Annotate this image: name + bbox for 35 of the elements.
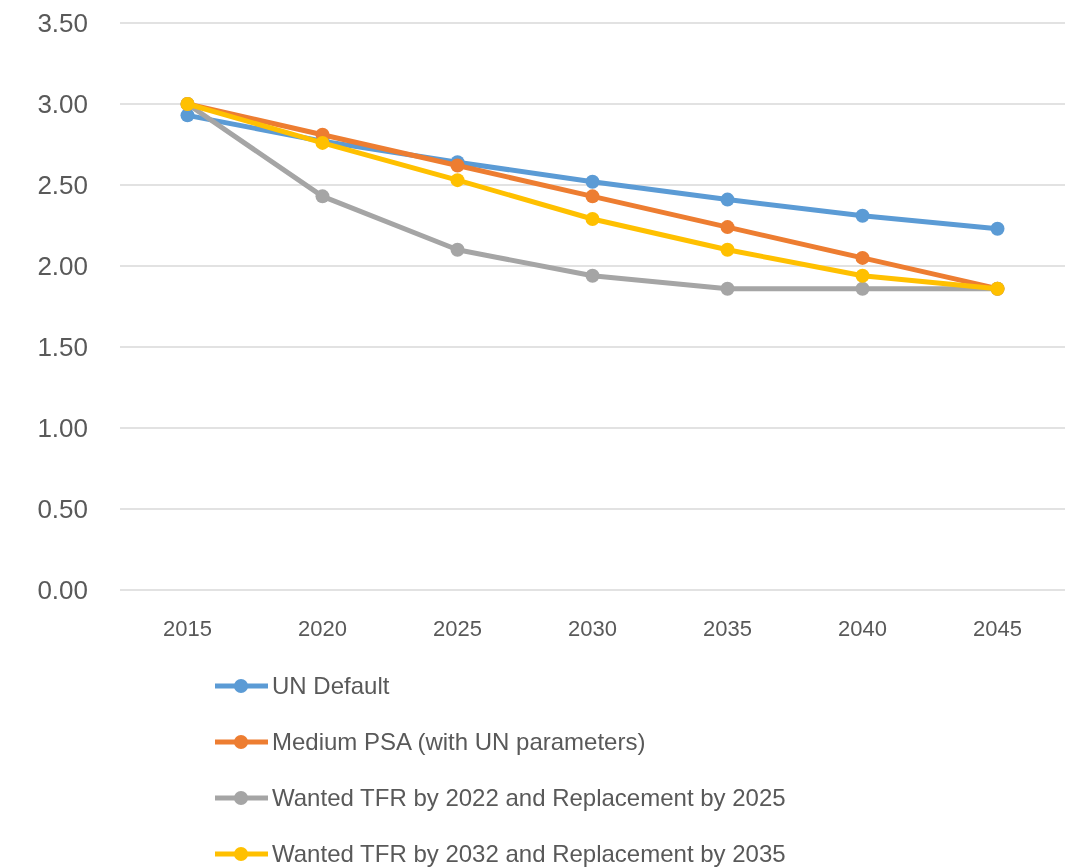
point <box>720 242 735 257</box>
point <box>720 220 735 235</box>
point <box>855 250 870 265</box>
point <box>855 208 870 223</box>
point <box>585 189 600 204</box>
point <box>585 212 600 227</box>
y-tick-label: 1.00 <box>37 413 88 444</box>
point <box>990 221 1005 236</box>
y-tick-label: 0.50 <box>37 494 88 525</box>
x-tick-label: 2025 <box>433 616 482 641</box>
x-tick-label: 2040 <box>838 616 887 641</box>
x-tick-label: 2020 <box>298 616 347 641</box>
legend-label: UN Default <box>272 672 390 700</box>
y-tick-label: 0.00 <box>37 575 88 606</box>
point <box>585 174 600 189</box>
legend-label: Wanted TFR by 2032 and Replacement by 2035 <box>272 840 786 867</box>
legend-label: Medium PSA (with UN parameters) <box>272 728 646 756</box>
y-tick-label: 2.50 <box>37 170 88 201</box>
x-tick-label: 2045 <box>973 616 1022 641</box>
y-tick-label: 3.50 <box>37 8 88 39</box>
point <box>450 242 465 257</box>
point <box>315 189 330 204</box>
legend-label: Wanted TFR by 2022 and Replacement by 2025 <box>272 784 786 812</box>
y-tick-label: 2.00 <box>37 251 88 282</box>
y-tick-label: 1.50 <box>37 332 88 363</box>
point <box>720 281 735 296</box>
point <box>585 268 600 283</box>
point <box>855 268 870 283</box>
point <box>855 281 870 296</box>
point <box>720 192 735 207</box>
point <box>450 173 465 188</box>
y-tick-label: 3.00 <box>37 89 88 120</box>
x-tick-label: 2035 <box>703 616 752 641</box>
x-tick-label: 2030 <box>568 616 617 641</box>
x-tick-label: 2015 <box>163 616 212 641</box>
